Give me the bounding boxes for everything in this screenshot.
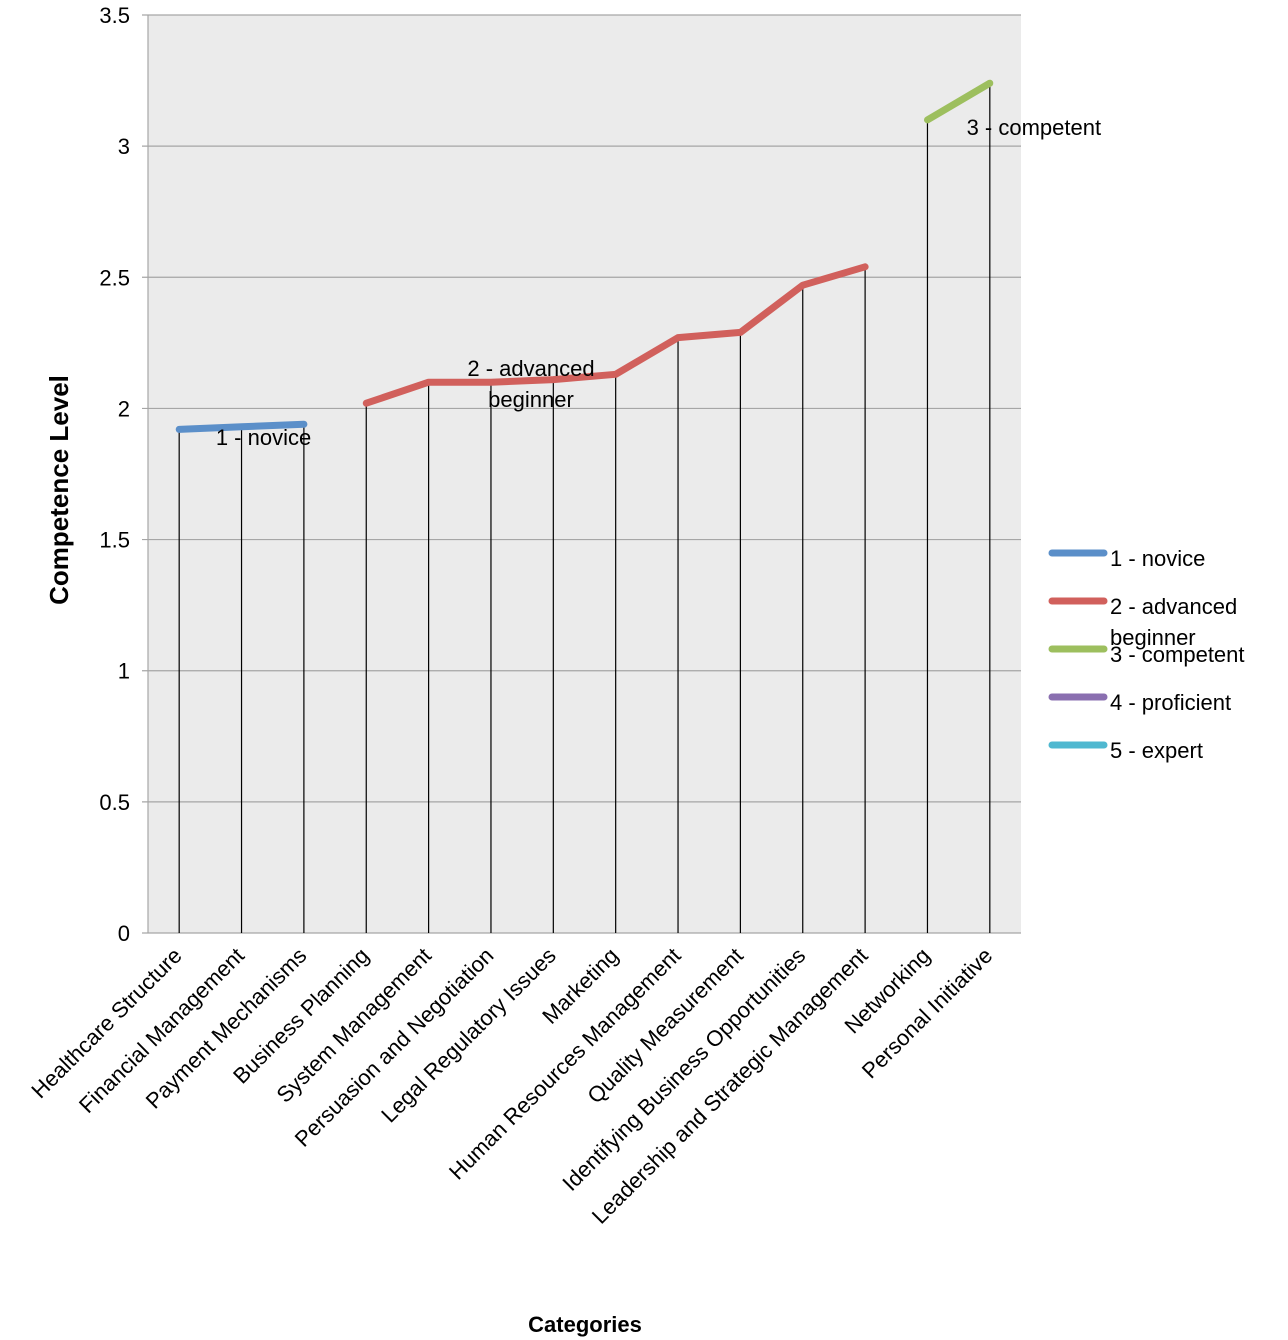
y-tick-label: 1 — [118, 659, 130, 684]
y-tick-label: 3 — [118, 134, 130, 159]
gridlines — [142, 14, 1021, 934]
legend-label: 1 - novice — [1110, 546, 1205, 571]
y-tick-label: 0.5 — [99, 790, 130, 815]
y-tick-label: 2.5 — [99, 265, 130, 290]
annotation-label: 2 - advanced beginner — [467, 356, 594, 412]
x-axis-title: Categories — [528, 1312, 642, 1337]
y-axis-title: Competence Level — [44, 375, 74, 605]
series-lines — [175, 79, 994, 433]
series-line-3 — [924, 79, 994, 124]
y-tick-label: 3.5 — [99, 3, 130, 28]
y-tick-label: 1.5 — [99, 528, 130, 553]
annotation-label: 1 - novice — [216, 425, 311, 450]
annotation-label: 3 - competent — [967, 115, 1102, 140]
y-tick-label: 2 — [118, 396, 130, 421]
legend-label: 2 - advanced beginner — [1110, 594, 1237, 650]
plot-area — [148, 15, 1021, 933]
legend-label: 4 - proficient — [1110, 690, 1231, 715]
y-axis-ticks: 0 0.5 1 1.5 2 2.5 3 3.5 — [99, 3, 130, 946]
series-line-2 — [362, 263, 869, 407]
annotations: 1 - novice 2 - advanced beginner 3 - compet… — [216, 115, 1101, 450]
legend-label: 5 - expert — [1110, 738, 1203, 763]
drop-lines — [178, 83, 991, 933]
y-tick-label: 0 — [118, 921, 130, 946]
legend-label: 3 - competent — [1110, 642, 1245, 667]
series-line-1 — [175, 420, 308, 433]
